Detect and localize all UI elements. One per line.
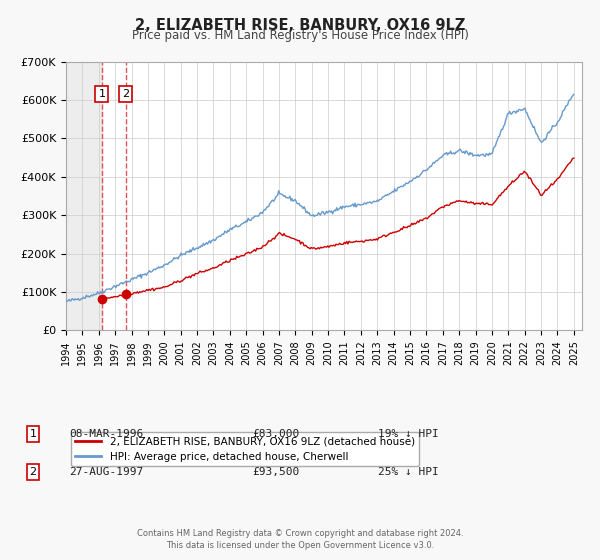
Text: 2: 2: [122, 89, 130, 99]
Text: 19% ↓ HPI: 19% ↓ HPI: [378, 429, 439, 439]
Text: 2: 2: [29, 467, 37, 477]
Text: 2, ELIZABETH RISE, BANBURY, OX16 9LZ: 2, ELIZABETH RISE, BANBURY, OX16 9LZ: [135, 18, 465, 33]
Text: 27-AUG-1997: 27-AUG-1997: [69, 467, 143, 477]
Text: £83,000: £83,000: [252, 429, 299, 439]
Text: 25% ↓ HPI: 25% ↓ HPI: [378, 467, 439, 477]
Text: £93,500: £93,500: [252, 467, 299, 477]
Text: 1: 1: [98, 89, 106, 99]
Legend: 2, ELIZABETH RISE, BANBURY, OX16 9LZ (detached house), HPI: Average price, detac: 2, ELIZABETH RISE, BANBURY, OX16 9LZ (de…: [71, 432, 419, 466]
Text: Contains HM Land Registry data © Crown copyright and database right 2024.: Contains HM Land Registry data © Crown c…: [137, 529, 463, 538]
Text: 08-MAR-1996: 08-MAR-1996: [69, 429, 143, 439]
Text: Price paid vs. HM Land Registry's House Price Index (HPI): Price paid vs. HM Land Registry's House …: [131, 29, 469, 42]
Text: This data is licensed under the Open Government Licence v3.0.: This data is licensed under the Open Gov…: [166, 541, 434, 550]
Text: 1: 1: [29, 429, 37, 439]
Bar: [66, 62, 102, 330]
